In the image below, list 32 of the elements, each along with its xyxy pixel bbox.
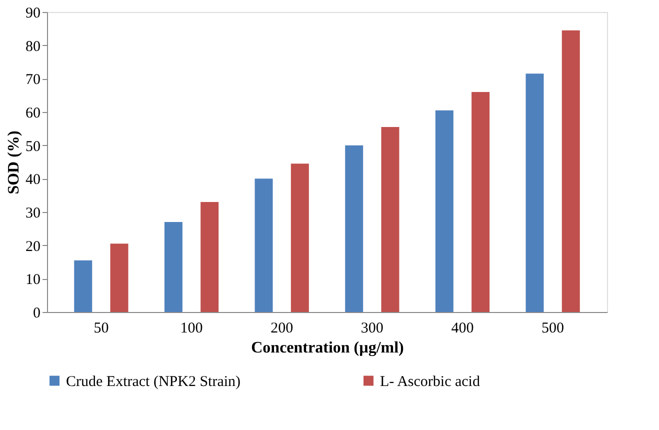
- y-axis-title: SOD (%): [6, 130, 22, 194]
- x-tick-label: 200: [270, 320, 294, 336]
- y-tick-label: 20: [26, 238, 40, 255]
- bar: [435, 110, 454, 312]
- y-tick-label: 90: [26, 6, 40, 22]
- legend-label: Crude Extract (NPK2 Strain): [66, 374, 241, 390]
- bar: [562, 30, 580, 312]
- legend-label: L- Ascorbic acid: [380, 374, 480, 390]
- x-tick-label: 50: [94, 320, 109, 336]
- x-tick-label: 400: [451, 320, 474, 336]
- x-axis-title: Concentration (µg/ml): [251, 340, 404, 356]
- x-tick-label: 100: [180, 320, 203, 336]
- y-tick-label: 10: [26, 272, 40, 288]
- y-tick-label: 0: [33, 306, 40, 322]
- bar: [254, 178, 273, 312]
- bar: [164, 222, 182, 312]
- bar: [110, 244, 128, 312]
- x-tick-label: 300: [360, 320, 384, 336]
- x-tick-label: 500: [542, 320, 564, 336]
- y-tick-label: 60: [26, 106, 40, 122]
- bar: [74, 260, 92, 312]
- bar: [381, 127, 400, 312]
- y-tick-label: 30: [26, 206, 40, 222]
- bar: [200, 202, 219, 312]
- bar: [472, 92, 490, 312]
- y-tick-label: 70: [26, 72, 40, 88]
- y-tick-label: 40: [26, 172, 40, 188]
- y-tick-label: 50: [26, 138, 40, 155]
- bar: [526, 74, 544, 312]
- bar: [345, 145, 364, 312]
- bar: [290, 164, 309, 312]
- y-tick-label: 80: [26, 38, 40, 55]
